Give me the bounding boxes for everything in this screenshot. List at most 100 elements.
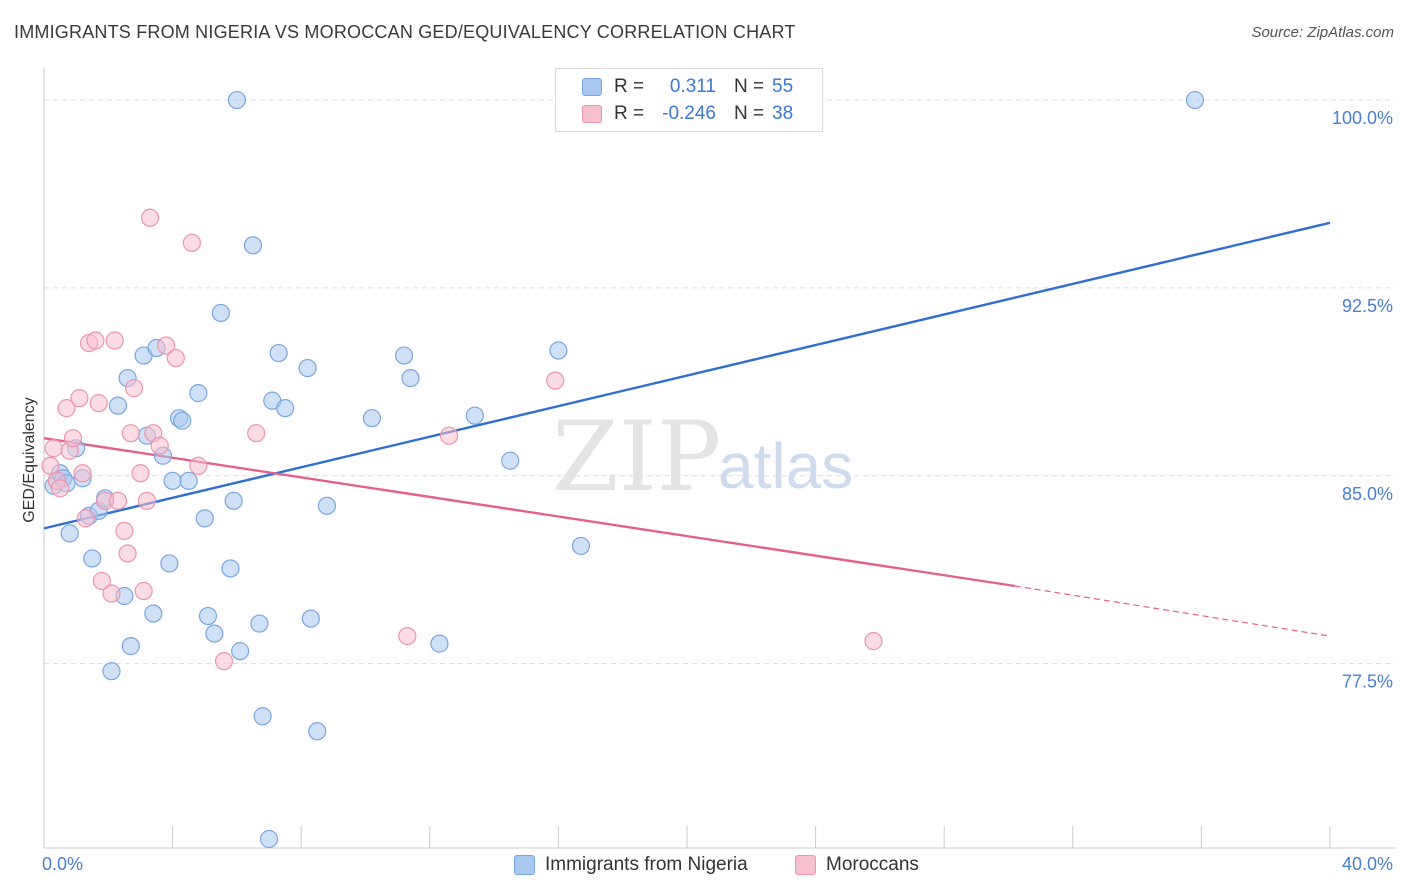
point-nigeria bbox=[211, 303, 230, 323]
legend-row-nigeria: R = 0.311 N = 55 bbox=[556, 74, 822, 100]
point-nigeria bbox=[269, 343, 288, 363]
y-tick-labels: 77.5% 85.0% 92.5% 100.0% bbox=[1332, 108, 1393, 692]
point-moroccans bbox=[44, 439, 63, 458]
point-nigeria bbox=[173, 411, 192, 430]
legend-r-value: 0.311 bbox=[669, 76, 716, 97]
chart-title: IMMIGRANTS FROM NIGERIA VS MOROCCAN GED/… bbox=[14, 22, 796, 42]
point-moroccans bbox=[76, 509, 95, 528]
point-moroccans bbox=[92, 571, 111, 591]
point-nigeria bbox=[401, 368, 420, 388]
watermark-atlas: atlas bbox=[718, 430, 853, 502]
data-points bbox=[41, 90, 1205, 849]
point-nigeria bbox=[221, 559, 240, 578]
point-moroccans bbox=[57, 399, 76, 418]
point-moroccans bbox=[214, 652, 234, 671]
trend-line-moroccans bbox=[43, 437, 1016, 588]
point-nigeria bbox=[179, 471, 198, 490]
point-nigeria bbox=[205, 624, 224, 643]
point-nigeria bbox=[259, 829, 279, 849]
x-tick-label: 0.0% bbox=[42, 854, 83, 874]
point-nigeria bbox=[83, 549, 102, 568]
point-nigeria bbox=[362, 409, 382, 428]
legend-n-value: 55 bbox=[772, 76, 794, 97]
point-nigeria bbox=[189, 384, 208, 403]
point-moroccans bbox=[166, 348, 185, 368]
point-moroccans bbox=[105, 331, 124, 350]
point-nigeria bbox=[198, 606, 218, 626]
point-nigeria bbox=[227, 90, 246, 110]
x-tick-label: 40.0% bbox=[1342, 854, 1393, 874]
point-moroccans bbox=[121, 424, 140, 443]
point-moroccans bbox=[546, 371, 565, 390]
series-swatch-moroccans bbox=[795, 855, 816, 875]
point-moroccans bbox=[115, 521, 134, 540]
series-legend: Immigrants from Nigeria Moroccans bbox=[0, 852, 1406, 878]
point-moroccans bbox=[73, 464, 92, 483]
point-moroccans bbox=[124, 379, 144, 398]
legend-row-moroccans: R = -0.246 N = 38 bbox=[556, 101, 822, 127]
point-moroccans bbox=[864, 632, 883, 651]
point-nigeria bbox=[253, 707, 272, 726]
point-moroccans bbox=[157, 336, 176, 355]
point-moroccans bbox=[134, 581, 153, 601]
watermark: ZIP atlas bbox=[552, 401, 853, 513]
point-nigeria bbox=[224, 491, 243, 510]
correlation-legend: R = 0.311 N = 55 R = -0.246 N = 38 bbox=[555, 68, 823, 132]
legend-swatch-nigeria bbox=[582, 78, 602, 96]
point-moroccans bbox=[182, 233, 201, 252]
point-moroccans bbox=[50, 479, 70, 498]
point-moroccans bbox=[89, 394, 108, 413]
point-nigeria bbox=[308, 722, 327, 741]
y-tick-label: 92.5% bbox=[1342, 296, 1393, 316]
legend-n-value: 38 bbox=[772, 103, 794, 124]
y-tick-label: 100.0% bbox=[1332, 108, 1393, 128]
series-label-nigeria: Immigrants from Nigeria bbox=[545, 854, 748, 875]
point-nigeria bbox=[250, 614, 269, 633]
series-legend-nigeria[interactable]: Immigrants from Nigeria bbox=[514, 852, 774, 878]
series-swatch-nigeria bbox=[514, 855, 535, 875]
point-nigeria bbox=[102, 662, 121, 681]
point-moroccans bbox=[131, 464, 150, 483]
point-nigeria bbox=[430, 634, 449, 653]
point-nigeria bbox=[1185, 90, 1205, 110]
y-tick-label: 85.0% bbox=[1342, 484, 1393, 504]
y-tick-label: 77.5% bbox=[1342, 672, 1393, 692]
point-moroccans bbox=[247, 424, 266, 443]
point-nigeria bbox=[276, 399, 295, 418]
point-nigeria bbox=[163, 471, 182, 490]
point-nigeria bbox=[394, 346, 414, 365]
gridlines bbox=[44, 99, 1395, 665]
point-nigeria bbox=[60, 524, 79, 543]
point-nigeria bbox=[317, 496, 337, 515]
point-nigeria bbox=[301, 609, 320, 628]
point-moroccans bbox=[398, 626, 417, 646]
point-moroccans bbox=[70, 389, 89, 408]
point-moroccans bbox=[108, 491, 128, 510]
legend-r-label: R = bbox=[614, 103, 645, 124]
point-moroccans bbox=[189, 456, 208, 475]
legend-swatch-moroccans bbox=[582, 105, 602, 123]
point-nigeria bbox=[501, 451, 520, 470]
point-moroccans bbox=[102, 584, 121, 603]
point-nigeria bbox=[108, 396, 128, 415]
x-tick-labels: 0.0% 40.0% bbox=[42, 854, 1393, 874]
trend-line-moroccans-extension bbox=[1014, 585, 1331, 637]
point-nigeria bbox=[160, 554, 179, 573]
point-nigeria bbox=[231, 642, 250, 661]
source-credit: Source: ZipAtlas.com bbox=[1251, 24, 1394, 41]
trend-line-nigeria bbox=[43, 221, 1331, 530]
point-nigeria bbox=[571, 536, 591, 556]
point-moroccans bbox=[137, 491, 156, 510]
series-legend-moroccans[interactable]: Moroccans bbox=[795, 852, 935, 878]
legend-n-label: N = bbox=[734, 103, 765, 124]
series-label-moroccans: Moroccans bbox=[826, 854, 919, 875]
point-moroccans bbox=[86, 331, 105, 350]
point-moroccans bbox=[439, 426, 459, 445]
point-nigeria bbox=[549, 341, 568, 360]
point-nigeria bbox=[298, 358, 317, 378]
legend-n-label: N = bbox=[734, 76, 765, 97]
point-moroccans bbox=[118, 544, 137, 563]
point-moroccans bbox=[140, 208, 160, 227]
legend-r-label: R = bbox=[614, 76, 645, 97]
